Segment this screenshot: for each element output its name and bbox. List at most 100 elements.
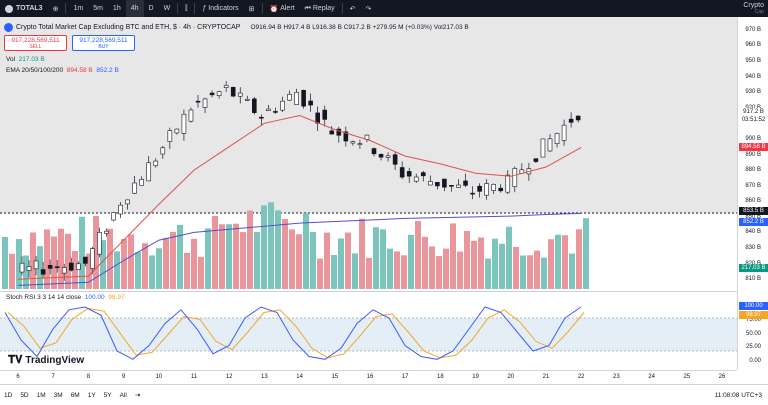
volume-bar: [163, 237, 169, 289]
time-tick: 22: [577, 374, 585, 380]
stoch-rsi-panel[interactable]: Stoch RSI 3 3 14 14 close 100.00 98.97: [0, 291, 737, 370]
interval-1m[interactable]: 1m: [73, 5, 84, 12]
candle: [357, 143, 363, 145]
candle: [470, 192, 475, 195]
time-tick: 14: [296, 374, 303, 380]
tradingview-logo[interactable]: 𝐓𝐕 TradingView: [8, 354, 84, 367]
rsi-k-line: [4, 306, 582, 360]
candle: [477, 185, 482, 192]
ema-legend[interactable]: EMA 20/50/100/200 894.58 B 852.2 B: [6, 67, 119, 74]
volume-bar: [275, 210, 281, 289]
range-1d[interactable]: 1D: [4, 391, 13, 399]
rsi-tick: 25.00: [745, 344, 761, 351]
buy-price: 917,228,569,511: [79, 37, 128, 44]
time-tick: 12: [225, 374, 233, 380]
price-tick: 880 B: [745, 167, 761, 174]
candle: [237, 92, 243, 97]
volume-bar: [541, 257, 547, 289]
time-tick: 17: [401, 374, 409, 380]
rsi-tick: 50.00: [745, 330, 761, 337]
tv-logo-text: TradingView: [25, 355, 85, 366]
candle: [463, 180, 468, 186]
price-tick: 960 B: [745, 42, 761, 49]
stoch-rsi-chart[interactable]: [0, 292, 737, 370]
chart-legend: Crypto Total Market Cap Excluding BTC an…: [4, 22, 469, 32]
replay-button[interactable]: ⏮ Replay: [300, 0, 340, 17]
volume-bar: [240, 232, 246, 289]
interval-4h[interactable]: 4h: [125, 0, 144, 17]
candle: [294, 92, 299, 105]
alert-button[interactable]: ⏰ Alert: [265, 0, 300, 17]
volume-bar: [380, 229, 386, 289]
layout-icon[interactable]: ⊞: [248, 5, 255, 13]
volume-bar: [65, 233, 71, 289]
range-1y[interactable]: 1Y: [87, 391, 96, 399]
candle: [435, 181, 440, 187]
rsi-legend[interactable]: Stoch RSI 3 3 14 14 close 100.00 98.97: [6, 294, 125, 301]
volume-legend[interactable]: Vol 217.03 B: [6, 56, 45, 63]
price-tick: 940 B: [745, 73, 761, 80]
volume-bar: [317, 258, 323, 289]
range-5d[interactable]: 5D: [20, 391, 29, 399]
interval-w[interactable]: W: [163, 5, 171, 12]
brand: Crypto Cap: [743, 2, 768, 16]
undo-icon[interactable]: ↶: [349, 5, 356, 13]
date-range-icon[interactable]: ⇥: [134, 392, 141, 399]
range-3m[interactable]: 3M: [53, 391, 63, 399]
volume-bar: [296, 234, 302, 289]
volume-bar: [107, 228, 113, 289]
range-all[interactable]: All: [119, 391, 127, 399]
range-6m[interactable]: 6M: [70, 391, 80, 399]
interval-d[interactable]: D: [148, 5, 154, 12]
replay-icon: ⏮: [304, 4, 311, 12]
range-1m[interactable]: 1M: [36, 391, 46, 399]
candle: [449, 185, 454, 187]
candle: [484, 183, 489, 196]
volume-bar: [184, 252, 190, 289]
redo-icon[interactable]: ↷: [365, 5, 372, 13]
price-tick: 840 B: [745, 229, 761, 236]
price-tick: 810 B: [745, 276, 761, 283]
time-tick: 8: [86, 374, 91, 380]
time-tick: 18: [437, 374, 444, 380]
buy-button[interactable]: 917,228,569,511 BUY: [72, 35, 135, 51]
chart-type-icon[interactable]: ⫿: [185, 4, 188, 12]
time-tick: 15: [331, 374, 339, 380]
sell-button[interactable]: 917,228,569,511 SELL: [4, 35, 67, 51]
volume-bar: [310, 231, 316, 289]
range-5y[interactable]: 5Y: [103, 391, 112, 399]
volume-bar: [282, 219, 288, 289]
rsi-d-line: [7, 307, 585, 359]
time-axis[interactable]: 6 7 8 9 10 11 12 13 14 15 16 17 18 19 20 21 22 23 24 25 26: [0, 370, 737, 384]
candle: [153, 160, 159, 167]
volume-bar: [198, 256, 204, 289]
interval-5m[interactable]: 5m: [93, 5, 103, 12]
candle: [561, 124, 567, 141]
volume-bar: [254, 231, 260, 289]
volume-bar: [58, 228, 64, 289]
candle: [209, 92, 215, 96]
price-tick: 820 B: [745, 261, 761, 268]
candle: [420, 172, 426, 177]
volume-bar: [345, 232, 351, 289]
volume-bar: [303, 213, 309, 289]
candle: [259, 116, 264, 119]
add-symbol-icon[interactable]: ⊕: [52, 5, 59, 13]
candle: [512, 168, 518, 187]
indicators-button[interactable]: ƒ Indicators: [197, 0, 243, 17]
candle: [280, 100, 285, 111]
interval-1h[interactable]: 1h: [112, 5, 121, 12]
symbol-search[interactable]: TOTAL3: [0, 0, 48, 17]
candle: [47, 264, 53, 269]
candle: [76, 263, 81, 270]
volume-bar: [338, 238, 344, 289]
volume-bar: [331, 254, 337, 289]
candle: [244, 98, 250, 101]
price-tick: 950 B: [745, 57, 761, 64]
candle: [547, 138, 553, 152]
candle: [188, 109, 194, 122]
clock[interactable]: 11:08:08 UTC+3: [714, 391, 762, 399]
brand-top: Crypto: [743, 1, 764, 9]
candle: [83, 256, 88, 264]
